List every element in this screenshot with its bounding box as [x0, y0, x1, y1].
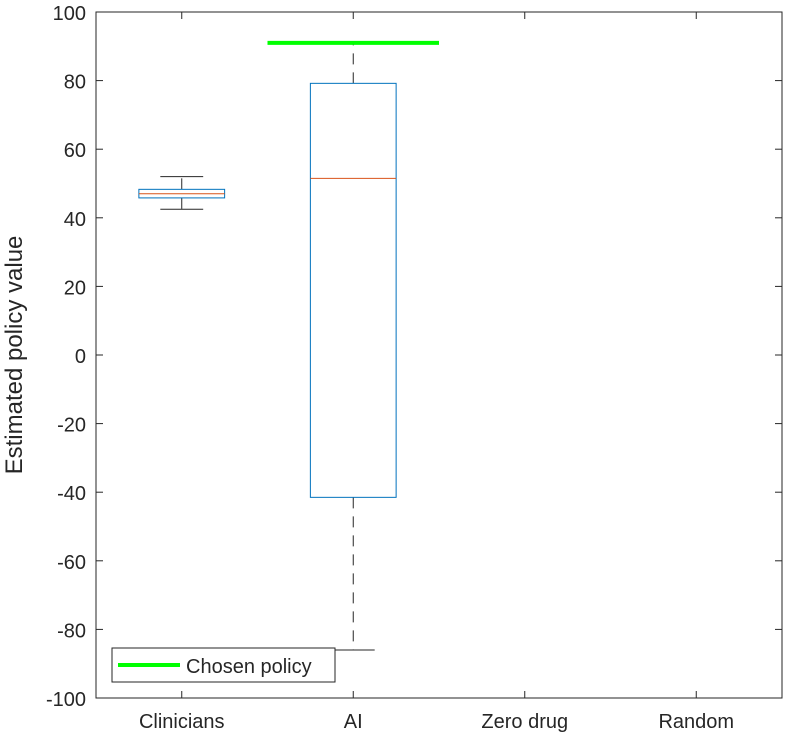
- plot-background: [96, 12, 782, 698]
- x-tick-label: AI: [344, 711, 363, 733]
- y-tick-label: 60: [64, 140, 86, 162]
- x-tick-label: Random: [658, 711, 734, 733]
- x-tick-label: Zero drug: [481, 711, 568, 733]
- y-tick-label: 100: [53, 3, 86, 25]
- y-tick-label: -60: [57, 552, 86, 574]
- y-tick-label: 80: [64, 72, 86, 94]
- y-tick-label: -40: [57, 483, 86, 505]
- y-tick-label: 40: [64, 209, 86, 231]
- y-tick-label: 0: [75, 346, 86, 368]
- y-axis: -100 -80 -60 -40 -20 0 20 40 60 80 100: [46, 3, 782, 711]
- y-tick-label: -20: [57, 415, 86, 437]
- y-tick-label: -80: [57, 620, 86, 642]
- x-tick-label: Clinicians: [139, 711, 225, 733]
- boxes-layer: [138, 42, 397, 651]
- y-tick-label: -100: [46, 689, 86, 711]
- legend-label: Chosen policy: [186, 656, 312, 678]
- box: [309, 82, 397, 498]
- x-axis: Clinicians AI Zero drug Random: [139, 12, 734, 733]
- y-axis-label: Estimated policy value: [1, 236, 28, 475]
- legend: Chosen policy: [111, 647, 336, 683]
- y-tick-label: 20: [64, 277, 86, 299]
